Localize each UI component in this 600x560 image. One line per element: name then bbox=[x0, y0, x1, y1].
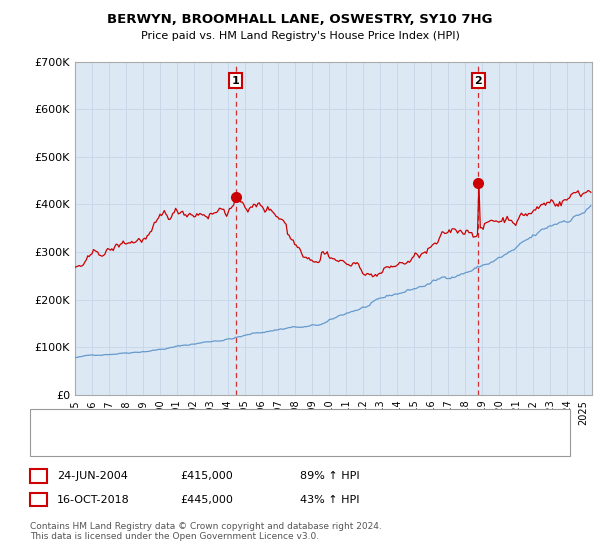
Text: 89% ↑ HPI: 89% ↑ HPI bbox=[300, 471, 359, 481]
Text: Price paid vs. HM Land Registry's House Price Index (HPI): Price paid vs. HM Land Registry's House … bbox=[140, 31, 460, 41]
Text: HPI: Average price, detached house, Shropshire: HPI: Average price, detached house, Shro… bbox=[87, 438, 325, 448]
Text: ——: —— bbox=[48, 437, 63, 450]
Text: 16-OCT-2018: 16-OCT-2018 bbox=[57, 494, 130, 505]
Text: BERWYN, BROOMHALL LANE, OSWESTRY, SY10 7HG (detached house): BERWYN, BROOMHALL LANE, OSWESTRY, SY10 7… bbox=[87, 417, 437, 427]
Text: ——: —— bbox=[48, 416, 63, 428]
Text: 43% ↑ HPI: 43% ↑ HPI bbox=[300, 494, 359, 505]
Text: 1: 1 bbox=[35, 471, 42, 481]
Text: 24-JUN-2004: 24-JUN-2004 bbox=[57, 471, 128, 481]
Text: BERWYN, BROOMHALL LANE, OSWESTRY, SY10 7HG: BERWYN, BROOMHALL LANE, OSWESTRY, SY10 7… bbox=[107, 13, 493, 26]
Text: £445,000: £445,000 bbox=[180, 494, 233, 505]
Text: £415,000: £415,000 bbox=[180, 471, 233, 481]
Text: Contains HM Land Registry data © Crown copyright and database right 2024.
This d: Contains HM Land Registry data © Crown c… bbox=[30, 522, 382, 542]
Text: 1: 1 bbox=[232, 76, 239, 86]
Text: 2: 2 bbox=[35, 494, 42, 505]
Text: 2: 2 bbox=[475, 76, 482, 86]
